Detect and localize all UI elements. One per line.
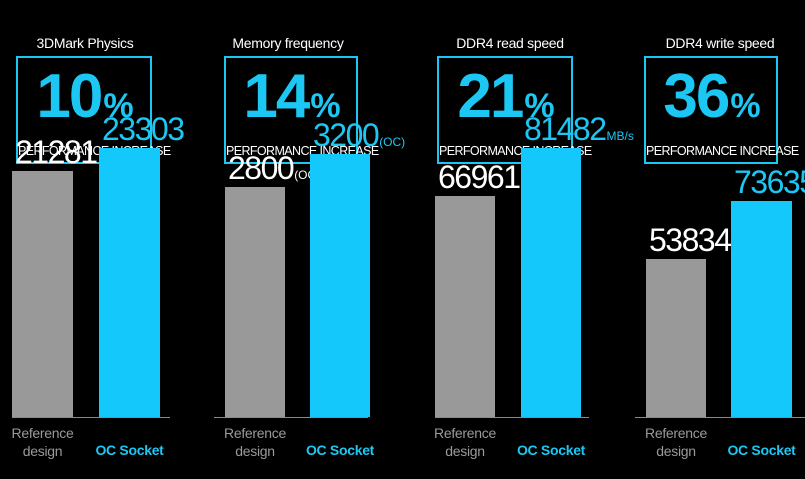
chart-title: DDR4 read speed [425, 35, 595, 51]
x-axis-baseline [214, 417, 368, 418]
percent-symbol: % [730, 87, 758, 125]
x-axis-baseline [635, 417, 805, 418]
reference-bar [12, 171, 73, 417]
oc-socket-value-label: 3200(OC) [313, 119, 405, 151]
value-unit: (OC) [379, 135, 405, 149]
category-label-reference: Reference design [427, 424, 503, 460]
chart-panel: Memory frequency 14% PERFORMANCE INCREASE 2… [208, 0, 368, 479]
value-number: 53834 [649, 222, 730, 258]
value-number: 21281 [15, 134, 96, 170]
category-label-oc-socket: OC Socket [302, 441, 378, 459]
performance-box: 36% PERFORMANCE INCREASE [644, 56, 778, 164]
performance-label: PERFORMANCE INCREASE [646, 144, 776, 158]
value-unit: MB/s [606, 129, 633, 143]
oc-socket-value-label: 81482MB/s [524, 113, 634, 145]
x-axis-baseline [12, 417, 170, 418]
value-number: 81482 [524, 111, 605, 147]
category-label-reference: Reference design [638, 424, 714, 460]
value-number: 2800 [228, 150, 293, 186]
oc-socket-bar [310, 154, 370, 417]
chart-panel: DDR4 read speed 21% PERFORMANCE INCREASE 66… [425, 0, 595, 479]
value-number: 73635 [734, 164, 805, 200]
oc-socket-value-label: 23303 [102, 113, 183, 145]
chart-panel: DDR4 write speed 36% PERFORMANCE INCREASE 5… [635, 0, 805, 479]
chart-title: DDR4 write speed [635, 35, 805, 51]
reference-value-label: 21281 [15, 136, 96, 168]
category-label-reference: Reference design [4, 424, 81, 460]
percent-value: 10 [36, 62, 101, 131]
value-number: 3200 [313, 117, 378, 153]
percent-value: 21 [457, 62, 522, 131]
reference-bar [225, 187, 285, 417]
performance-percent: 36% [646, 66, 776, 128]
value-number: 23303 [102, 111, 183, 147]
chart-panel: 3DMark Physics 10% PERFORMANCE INCREASE 212… [0, 0, 170, 479]
reference-bar [435, 196, 495, 417]
category-label-oc-socket: OC Socket [513, 441, 589, 459]
category-label-oc-socket: OC Socket [723, 441, 800, 459]
category-label-reference: Reference design [217, 424, 293, 460]
oc-socket-bar [521, 148, 581, 417]
category-label-oc-socket: OC Socket [91, 441, 168, 459]
oc-socket-bar [731, 201, 792, 417]
chart-title: Memory frequency [208, 35, 368, 51]
oc-socket-bar [99, 148, 160, 417]
reference-value-label: 2800(OC) [228, 152, 320, 184]
percent-value: 36 [663, 62, 728, 131]
reference-bar [646, 259, 706, 417]
value-number: 66961 [438, 159, 519, 195]
x-axis-baseline [435, 417, 589, 418]
percent-value: 14 [243, 62, 308, 131]
oc-socket-value-label: 73635MB/s [734, 166, 805, 198]
chart-title: 3DMark Physics [0, 35, 170, 51]
